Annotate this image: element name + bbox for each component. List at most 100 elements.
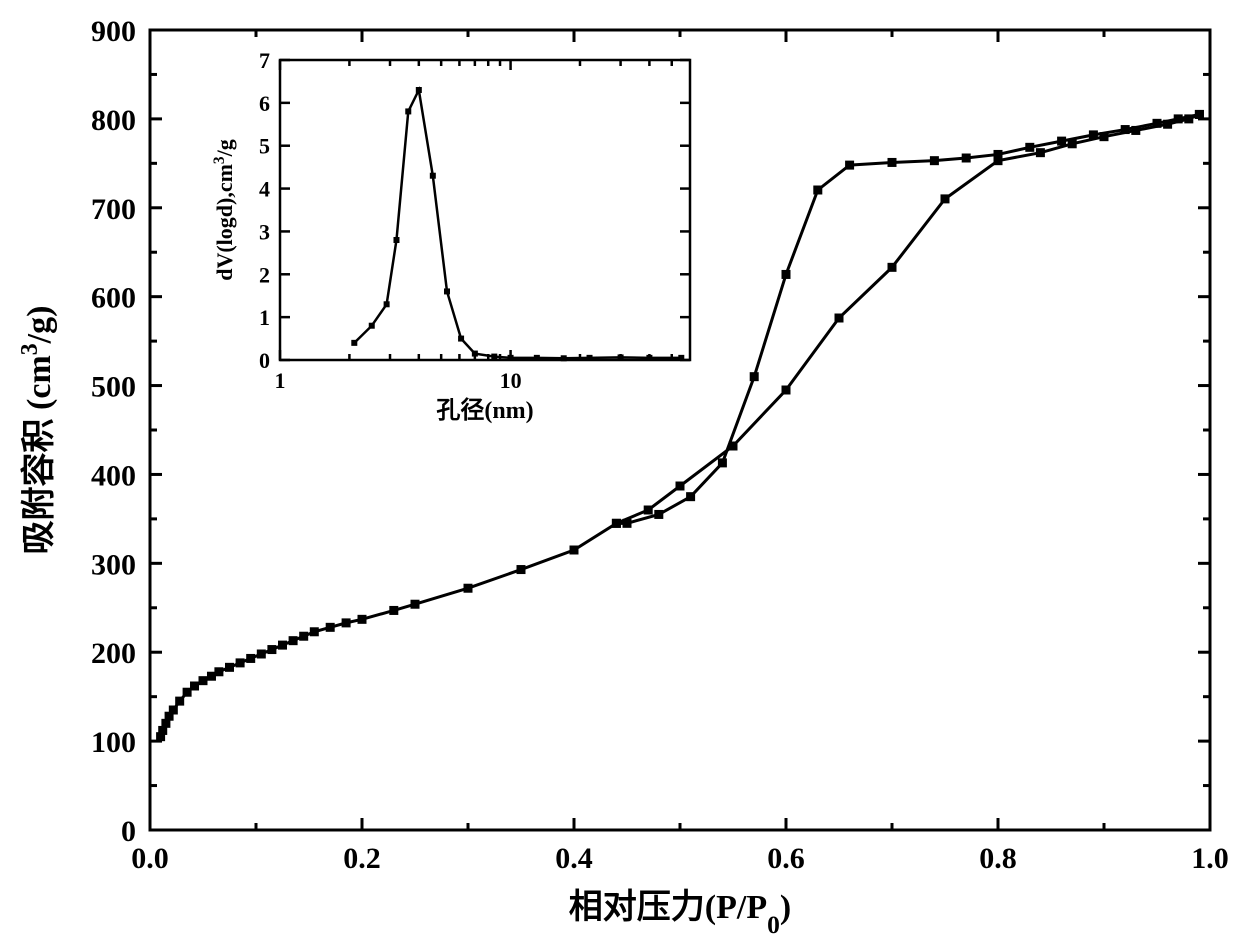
main-ytick-label: 900 (91, 15, 136, 48)
adsorption-marker (310, 627, 319, 636)
main-xtick-label: 0.8 (979, 842, 1017, 875)
adsorption-marker (464, 584, 473, 593)
adsorption-marker (199, 676, 208, 685)
adsorption-marker (835, 314, 844, 323)
adsorption-marker (169, 706, 178, 715)
inset-series-marker (393, 237, 399, 243)
inset-series-marker (678, 355, 684, 361)
main-xtick-label: 1.0 (1191, 842, 1229, 875)
inset-series-marker (472, 351, 478, 357)
inset-series-marker (561, 355, 567, 361)
main-ytick-label: 400 (91, 459, 136, 492)
desorption-marker (1153, 119, 1162, 128)
inset-series-marker (405, 108, 411, 114)
adsorption-marker (358, 615, 367, 624)
inset-xtick-label: 10 (500, 368, 522, 393)
adsorption-marker (257, 650, 266, 659)
inset-series-marker (618, 354, 624, 360)
inset-series-marker (491, 354, 497, 360)
inset-ylabel: dV(logd),cm3/g (211, 139, 238, 281)
main-ytick-label: 0 (121, 815, 136, 848)
inset-xlabel: 孔径(nm) (436, 397, 533, 424)
inset-ytick-label: 7 (259, 48, 270, 73)
main-xtick-label: 0.4 (555, 842, 593, 875)
main-xtick-label: 0.2 (343, 842, 381, 875)
main-ytick-label: 700 (91, 193, 136, 226)
inset-series-marker (351, 340, 357, 346)
inset-ytick-label: 1 (259, 305, 270, 330)
desorption-marker (813, 186, 822, 195)
adsorption-marker (782, 386, 791, 395)
adsorption-marker (644, 506, 653, 515)
figure-svg: 0.00.20.40.60.81.00100200300400500600700… (0, 0, 1240, 936)
adsorption-marker (411, 600, 420, 609)
desorption-marker (750, 372, 759, 381)
adsorption-marker (299, 632, 308, 641)
adsorption-marker (941, 194, 950, 203)
inset-ytick-label: 2 (259, 262, 270, 287)
adsorption-marker (389, 606, 398, 615)
adsorption-marker (570, 546, 579, 555)
main-xtick-label: 0.6 (767, 842, 805, 875)
inset-chart: 01234567110孔径(nm)dV(logd),cm3/g (211, 48, 691, 424)
inset-ytick-label: 3 (259, 219, 270, 244)
inset-ytick-label: 0 (259, 348, 270, 373)
inset-xtick-label: 1 (275, 368, 286, 393)
desorption-marker (1025, 143, 1034, 152)
main-xtick-label: 0.0 (131, 842, 169, 875)
desorption-marker (654, 510, 663, 519)
inset-plot-frame (280, 60, 690, 360)
desorption-line (616, 114, 1199, 523)
main-ytick-label: 300 (91, 548, 136, 581)
inset-series-marker (534, 355, 540, 361)
inset-series-marker (384, 301, 390, 307)
adsorption-marker (326, 623, 335, 632)
inset-ytick-label: 4 (259, 177, 270, 202)
main-ytick-label: 500 (91, 371, 136, 404)
inset-series-marker (369, 323, 375, 329)
adsorption-marker (175, 697, 184, 706)
adsorption-marker (289, 636, 298, 645)
inset-series-marker (430, 173, 436, 179)
desorption-marker (686, 492, 695, 501)
adsorption-marker (517, 565, 526, 574)
main-ytick-label: 200 (91, 637, 136, 670)
adsorption-marker (267, 645, 276, 654)
adsorption-marker (676, 482, 685, 491)
main-ytick-label: 600 (91, 282, 136, 315)
main-xlabel: 相对压力(P/P0) (569, 888, 791, 936)
desorption-marker (930, 156, 939, 165)
main-ytick-label: 800 (91, 104, 136, 137)
desorption-marker (782, 270, 791, 279)
inset-series-marker (646, 355, 652, 361)
inset-ytick-label: 5 (259, 134, 270, 159)
desorption-marker (623, 519, 632, 528)
desorption-marker (718, 458, 727, 467)
adsorption-marker (1036, 148, 1045, 157)
desorption-marker (962, 154, 971, 163)
inset-series-marker (458, 336, 464, 342)
desorption-marker (1195, 110, 1204, 119)
main-ytick-label: 100 (91, 726, 136, 759)
inset-series-marker (444, 288, 450, 294)
inset-series-marker (587, 355, 593, 361)
inset-ytick-label: 6 (259, 91, 270, 116)
desorption-marker (1057, 137, 1066, 146)
adsorption-marker (888, 263, 897, 272)
adsorption-marker (190, 682, 199, 691)
desorption-marker (888, 158, 897, 167)
adsorption-marker (225, 663, 234, 672)
inset-series-marker (508, 355, 514, 361)
desorption-marker (1121, 125, 1130, 134)
inset-series-marker (416, 87, 422, 93)
desorption-marker (1174, 114, 1183, 123)
desorption-marker (1089, 130, 1098, 139)
adsorption-marker (236, 658, 245, 667)
adsorption-marker (342, 618, 351, 627)
desorption-marker (845, 161, 854, 170)
adsorption-marker (214, 667, 223, 676)
desorption-marker (994, 150, 1003, 159)
adsorption-marker (278, 641, 287, 650)
main-ylabel: 吸附容积 (cm3/g) (17, 306, 58, 555)
adsorption-marker (246, 654, 255, 663)
